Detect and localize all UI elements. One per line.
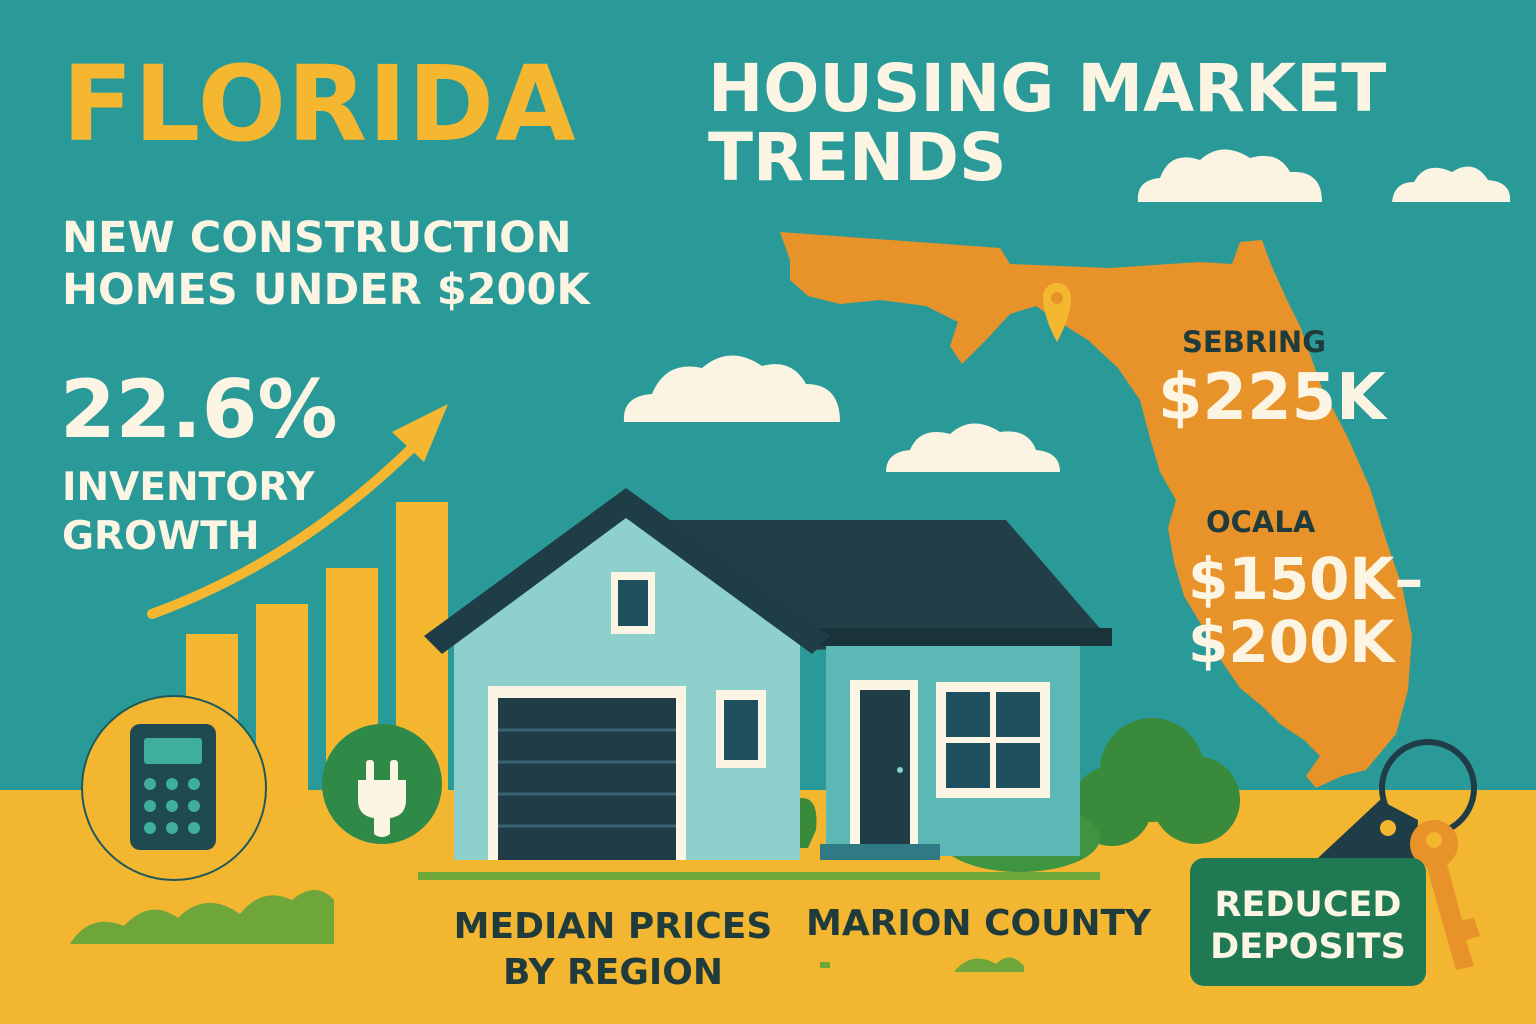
cloud (886, 423, 1060, 472)
cloud (1392, 166, 1511, 202)
calculator-icon (81, 695, 267, 881)
region-name-ocala: OCALA (1206, 505, 1316, 539)
plug-icon (322, 724, 442, 844)
growth-arrow-icon (147, 404, 448, 619)
house-illustration (424, 488, 1112, 860)
region-name-sebring: SEBRING (1182, 325, 1326, 359)
inventory-growth-value: 22.6% (60, 363, 338, 456)
region-price-ocala: $150K–$200K (1188, 545, 1424, 676)
marion-county-label: MARION COUNTY (806, 903, 1152, 944)
reduced-deposits-badge: REDUCED DEPOSITS (1190, 858, 1426, 986)
title-florida: FLORIDA (62, 43, 577, 165)
florida-map (780, 232, 1412, 788)
region-price-sebring: $225K (1158, 361, 1386, 435)
subtitle: NEW CONSTRUCTION HOMES UNDER $200K (62, 213, 590, 316)
median-prices-label: MEDIAN PRICES BY REGION (453, 906, 773, 994)
inventory-growth-label: INVENTORY GROWTH (62, 465, 315, 559)
key-icon (1318, 739, 1480, 970)
cloud (1137, 149, 1322, 202)
cloud (623, 355, 840, 422)
location-pin-icon (1043, 283, 1071, 342)
reduced-deposits-label: REDUCED DEPOSITS (1210, 885, 1406, 967)
title-housing-market-trends: HOUSING MARKET TRENDS (708, 50, 1387, 197)
grass-patches (70, 872, 1100, 972)
